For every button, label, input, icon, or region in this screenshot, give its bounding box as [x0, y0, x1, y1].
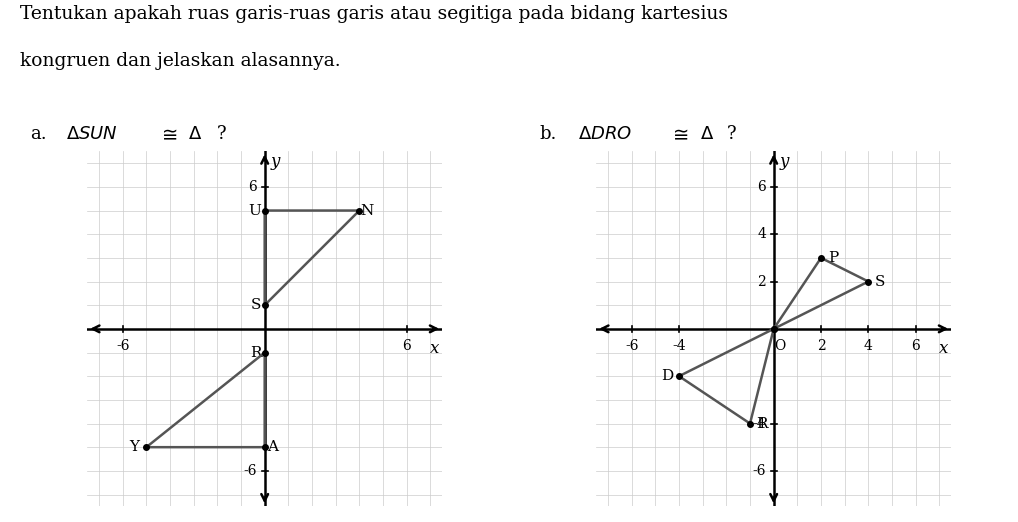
Text: S: S	[875, 275, 886, 289]
Text: A: A	[268, 440, 279, 454]
Text: -6: -6	[752, 464, 767, 478]
Text: x: x	[940, 339, 949, 357]
Text: $\cong$: $\cong$	[669, 125, 689, 144]
Text: N: N	[359, 204, 373, 218]
Text: kongruen dan jelaskan alasannya.: kongruen dan jelaskan alasannya.	[20, 52, 341, 70]
Text: R: R	[250, 346, 263, 360]
Text: $\Delta SUN$: $\Delta SUN$	[66, 125, 118, 143]
Text: R: R	[756, 417, 768, 431]
Text: y: y	[271, 152, 280, 170]
Text: -4: -4	[752, 417, 767, 431]
Text: 6: 6	[911, 339, 920, 353]
Text: U: U	[248, 204, 262, 218]
Text: ?: ?	[217, 125, 226, 143]
Text: $\Delta DRO$: $\Delta DRO$	[578, 125, 632, 143]
Text: $\Delta$: $\Delta$	[700, 125, 715, 143]
Text: Y: Y	[129, 440, 139, 454]
Text: -6: -6	[625, 339, 638, 353]
Text: ?: ?	[727, 125, 736, 143]
Text: -4: -4	[672, 339, 686, 353]
Text: -6: -6	[116, 339, 129, 353]
Text: S: S	[251, 298, 262, 312]
Text: b.: b.	[540, 125, 557, 143]
Text: 6: 6	[402, 339, 411, 353]
Text: 4: 4	[864, 339, 872, 353]
Text: 6: 6	[757, 180, 767, 194]
Text: a.: a.	[31, 125, 47, 143]
Text: 4: 4	[757, 227, 767, 241]
Text: P: P	[828, 251, 838, 265]
Text: Tentukan apakah ruas garis-ruas garis atau segitiga pada bidang kartesius: Tentukan apakah ruas garis-ruas garis at…	[20, 5, 728, 23]
Text: -6: -6	[243, 464, 258, 478]
Text: 2: 2	[816, 339, 826, 353]
Text: x: x	[431, 339, 440, 357]
Text: O: O	[775, 339, 786, 353]
Text: 2: 2	[757, 275, 767, 289]
Text: D: D	[661, 369, 673, 383]
Text: y: y	[780, 152, 789, 170]
Text: $\cong$: $\cong$	[158, 125, 178, 144]
Text: 6: 6	[248, 180, 258, 194]
Text: $\Delta$: $\Delta$	[188, 125, 203, 143]
